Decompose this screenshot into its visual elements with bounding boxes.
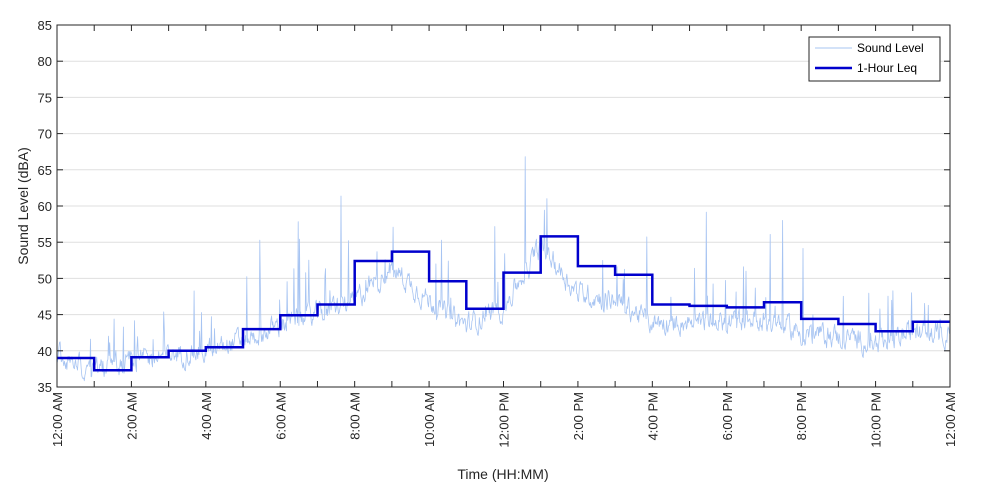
legend-box bbox=[808, 36, 941, 82]
y-axis-label: Sound Level (dBA) bbox=[15, 147, 31, 265]
x-tick-label: 2:00 AM bbox=[124, 392, 139, 440]
y-tick-label: 65 bbox=[38, 163, 52, 178]
x-tick-label: 12:00 AM bbox=[943, 392, 958, 447]
x-tick-label: 4:00 AM bbox=[199, 392, 214, 440]
x-tick-label: 2:00 PM bbox=[571, 392, 586, 440]
x-tick-label: 6:00 AM bbox=[273, 392, 288, 440]
x-tick-label: 10:00 PM bbox=[869, 392, 884, 448]
y-tick-label: 80 bbox=[38, 54, 52, 69]
y-tick-label: 70 bbox=[38, 127, 52, 142]
plot-area bbox=[57, 156, 950, 382]
axes: 35 40 45 50 55 60 65 70 75 80 85 12:00 AM 2:00 AM 4:0… bbox=[38, 18, 958, 448]
y-tick-label: 35 bbox=[38, 380, 52, 395]
series-sound-level bbox=[57, 156, 950, 382]
x-axis-label: Time (HH:MM) bbox=[457, 466, 548, 482]
x-tick-label: 6:00 PM bbox=[720, 392, 735, 440]
y-tick-label: 60 bbox=[38, 199, 52, 214]
x-tick-label: 8:00 PM bbox=[794, 392, 809, 440]
legend-label-leq: 1-Hour Leq bbox=[857, 61, 917, 75]
x-tick-label: 8:00 AM bbox=[348, 392, 363, 440]
y-tick-label: 55 bbox=[38, 235, 52, 250]
legend: Sound Level 1-Hour Leq bbox=[808, 36, 941, 82]
y-tick-label: 85 bbox=[38, 18, 52, 33]
y-tick-label: 75 bbox=[38, 90, 52, 105]
y-tick-label: 45 bbox=[38, 308, 52, 323]
x-tick-label: 4:00 PM bbox=[645, 392, 660, 440]
x-tick-label: 10:00 AM bbox=[422, 392, 437, 447]
x-tick-label: 12:00 PM bbox=[497, 392, 512, 448]
legend-label-sound-level: Sound Level bbox=[857, 41, 924, 55]
y-tick-label: 40 bbox=[38, 344, 52, 359]
x-tick-label: 12:00 AM bbox=[50, 392, 65, 447]
y-tick-label: 50 bbox=[38, 271, 52, 286]
series-leq bbox=[57, 235, 950, 372]
